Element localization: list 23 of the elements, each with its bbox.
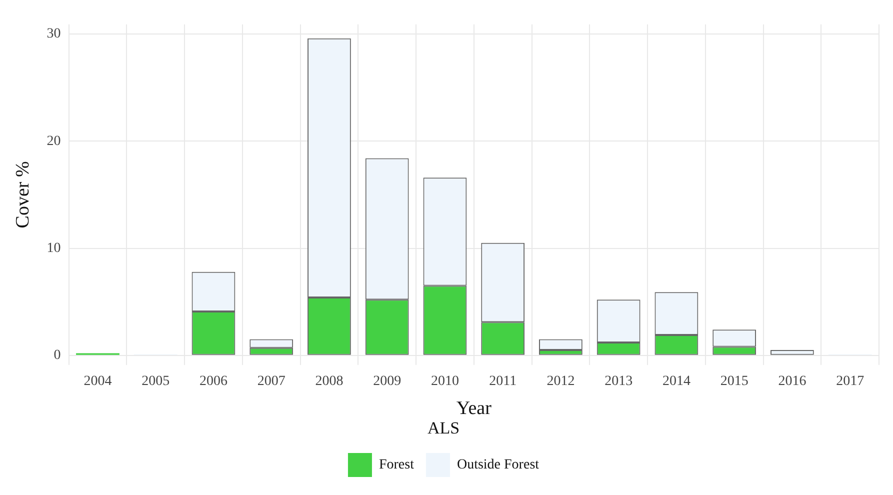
y-tick-label: 0 <box>54 348 61 364</box>
x-tick-label: 2010 <box>430 374 459 390</box>
x-tick-label: 2017 <box>836 374 864 390</box>
legend-label: Outside Forest <box>456 458 540 473</box>
x-tick-label: 2006 <box>199 374 228 390</box>
legend-label: Forest <box>378 458 414 473</box>
x-tick-label: 2013 <box>604 374 633 390</box>
x-axis-title: Year <box>456 398 492 420</box>
y-axis-title: Cover % <box>12 161 34 228</box>
x-tick-label: 2012 <box>546 374 575 390</box>
x-tick-label: 2004 <box>84 374 112 390</box>
legend-title: ALS <box>427 418 460 438</box>
x-tick-label: 2009 <box>373 374 402 390</box>
x-tick-label: 2015 <box>720 374 748 390</box>
x-tick-label: 2014 <box>662 374 690 390</box>
y-tick-label: 10 <box>46 240 61 256</box>
x-tick-label: 2011 <box>489 374 517 390</box>
x-tick-label: 2016 <box>778 374 806 390</box>
y-tick-label: 20 <box>46 134 61 149</box>
y-tick-label: 30 <box>46 26 61 42</box>
x-tick-label: 2008 <box>315 374 344 390</box>
x-tick-label: 2007 <box>257 374 286 390</box>
x-tick-label: 2005 <box>142 374 170 390</box>
